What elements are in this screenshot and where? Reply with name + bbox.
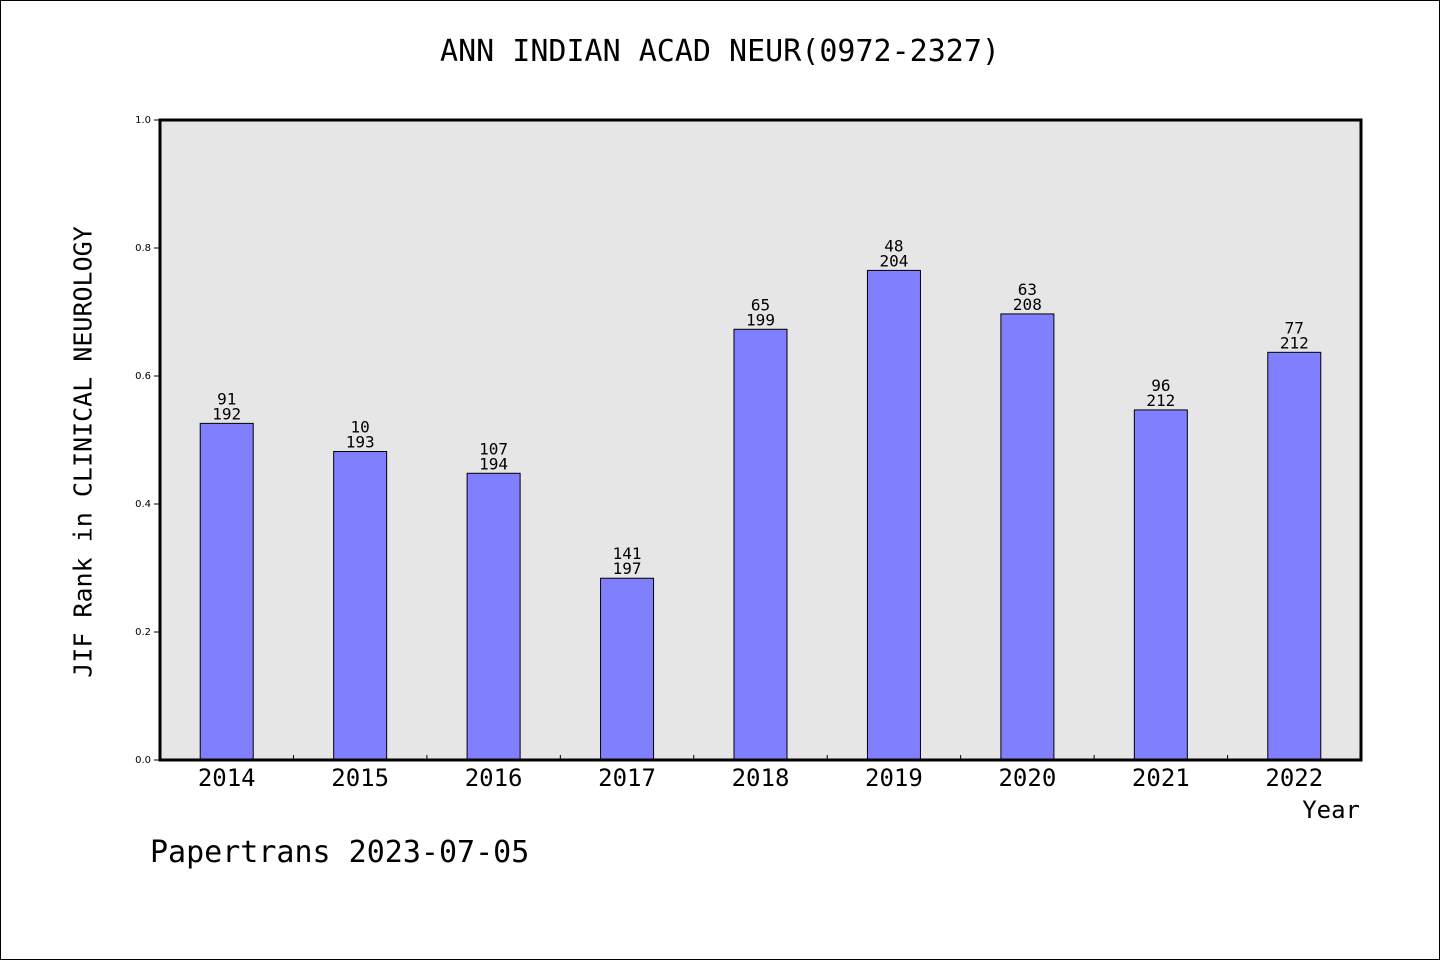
bar-label-rank: 96: [1151, 376, 1170, 395]
y-axis-label: JIF Rank in CLINICAL NEUROLOGY: [68, 226, 98, 678]
bar-label-total: 194: [479, 454, 508, 473]
bar-label-rank: 63: [1018, 280, 1037, 299]
y-tick-label: 0.4: [135, 499, 151, 510]
plot-border: [158, 118, 1363, 762]
bar: [1267, 351, 1322, 761]
bar-label-total: 204: [879, 251, 908, 270]
bar-label-total: 212: [1280, 333, 1309, 352]
y-tick-label: 1.0: [135, 115, 151, 126]
x-tick-label: 2019: [865, 764, 923, 792]
y-tick-label: 0.0: [135, 755, 151, 766]
bar-label-total: 192: [212, 404, 241, 423]
x-tick-label: 2020: [998, 764, 1056, 792]
bar-label-rank: 65: [751, 295, 770, 314]
x-tick-label: 2014: [198, 764, 256, 792]
x-tick-label: 2017: [598, 764, 656, 792]
bar-label-rank: 91: [217, 389, 236, 408]
bar-label-rank: 141: [613, 544, 642, 563]
bar-label-total: 212: [1146, 391, 1175, 410]
bar-label-rank: 10: [351, 418, 370, 437]
bar-label-total: 199: [746, 310, 775, 329]
bar-label-rank: 107: [479, 439, 508, 458]
bar-label-rank: 77: [1285, 318, 1304, 337]
bar-label-total: 208: [1013, 295, 1042, 314]
y-tick-label: 0.8: [135, 243, 151, 254]
bar: [866, 269, 921, 761]
y-tick-label: 0.6: [135, 371, 151, 382]
y-tick-label: 0.2: [135, 627, 151, 638]
x-axis-label: Year: [1302, 796, 1360, 824]
bar: [1133, 409, 1188, 761]
bar: [466, 472, 521, 761]
x-tick-label: 2016: [465, 764, 523, 792]
bar: [1000, 313, 1055, 761]
bar-label-total: 193: [346, 433, 375, 452]
bar-label-rank: 48: [884, 236, 903, 255]
x-tick-label: 2021: [1132, 764, 1190, 792]
chart-title: ANN INDIAN ACAD NEUR(0972-2327): [440, 34, 1000, 69]
bar: [333, 451, 388, 761]
bar: [199, 422, 254, 761]
credit-text: Papertrans 2023-07-05: [150, 835, 530, 870]
x-tick-label: 2022: [1265, 764, 1323, 792]
x-tick-label: 2015: [331, 764, 389, 792]
bar-label-total: 197: [613, 559, 642, 578]
x-tick-label: 2018: [732, 764, 790, 792]
bar: [600, 577, 655, 761]
bar: [733, 328, 788, 761]
